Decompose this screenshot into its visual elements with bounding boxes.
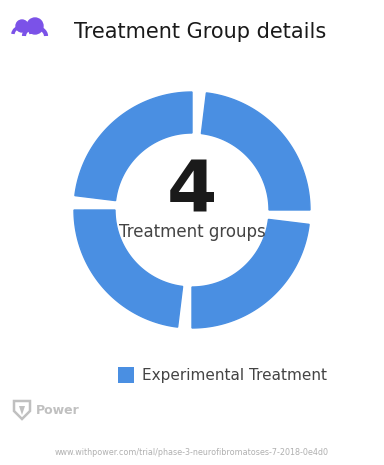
Polygon shape	[74, 210, 183, 327]
Text: Experimental Treatment: Experimental Treatment	[142, 367, 327, 383]
Polygon shape	[192, 219, 309, 328]
Polygon shape	[19, 406, 25, 415]
Text: www.withpower.com/trial/phase-3-neurofibromatoses-7-2018-0e4d0: www.withpower.com/trial/phase-3-neurofib…	[55, 447, 329, 457]
Text: 4: 4	[167, 158, 217, 226]
Text: Treatment Group details: Treatment Group details	[74, 22, 326, 42]
Circle shape	[16, 20, 28, 32]
Polygon shape	[75, 92, 192, 200]
Circle shape	[27, 18, 43, 34]
Text: Treatment groups: Treatment groups	[119, 223, 265, 241]
FancyBboxPatch shape	[118, 367, 134, 383]
Polygon shape	[201, 93, 310, 210]
Text: Power: Power	[36, 404, 80, 417]
